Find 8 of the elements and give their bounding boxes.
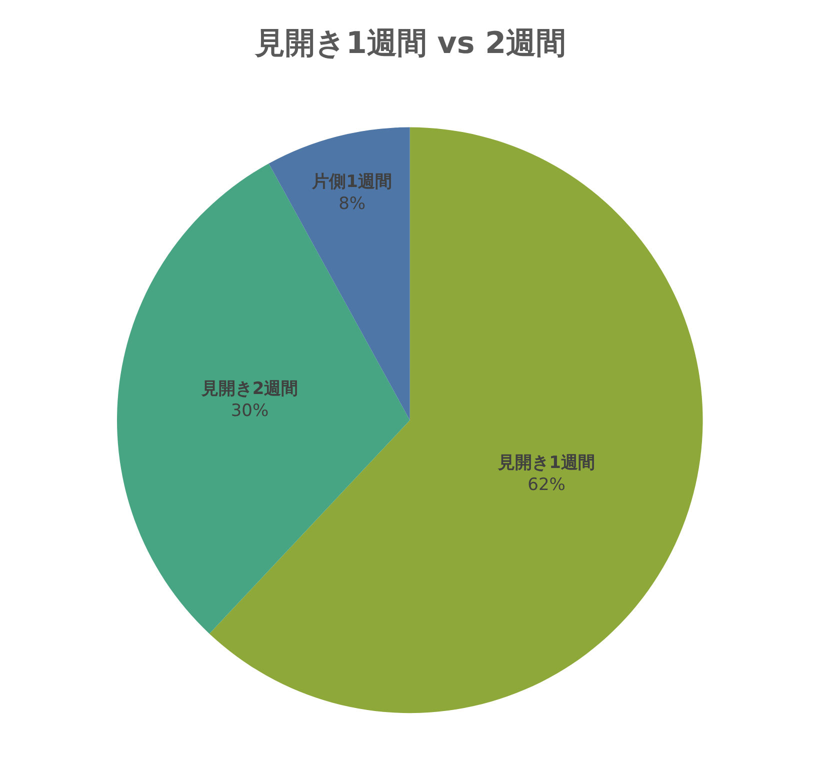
data-label: 62% bbox=[528, 475, 566, 496]
slice-label: 見開き2週間 bbox=[200, 378, 298, 399]
slice-label: 見開き1週間 bbox=[497, 453, 595, 474]
data-label: 30% bbox=[230, 400, 269, 421]
slice-label: 片側1週間 bbox=[311, 172, 392, 192]
pie-slice bbox=[118, 164, 410, 634]
chart-title: 見開き1週間 vs 2週間 bbox=[254, 26, 566, 61]
data-label: 8% bbox=[338, 194, 366, 214]
